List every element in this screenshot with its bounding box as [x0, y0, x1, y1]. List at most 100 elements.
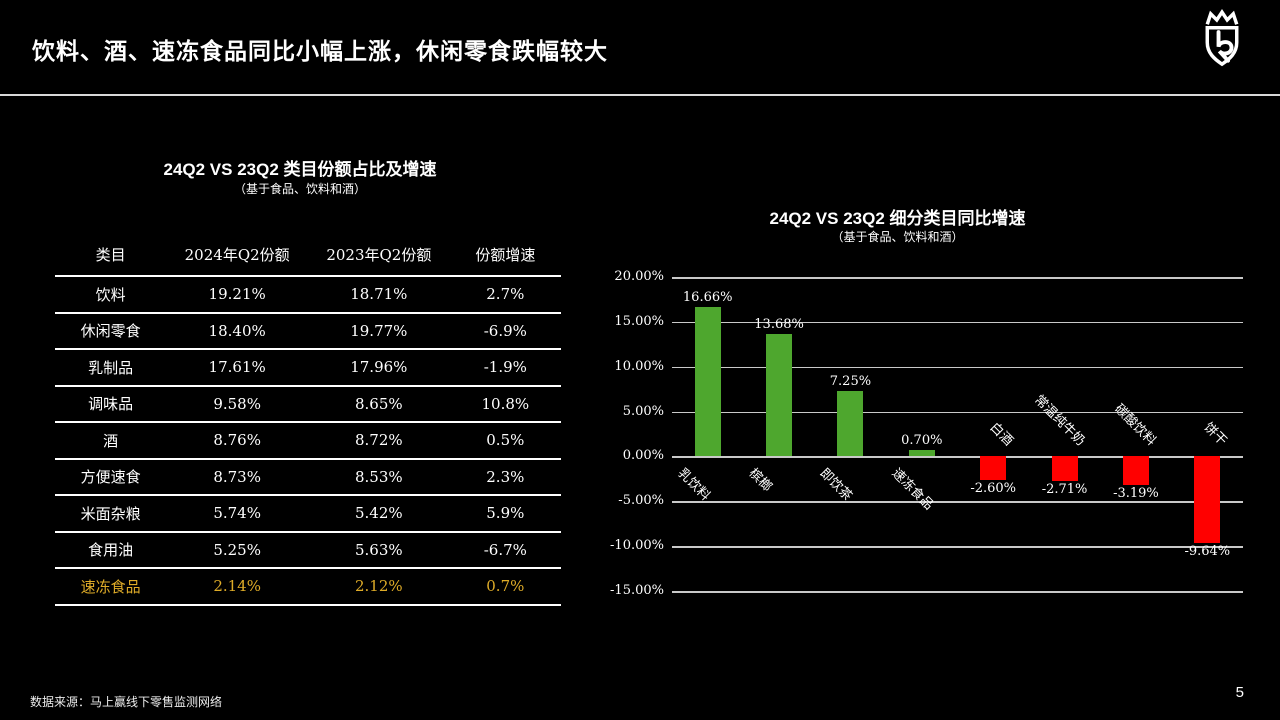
category-label: 槟榔 [745, 466, 775, 496]
bar-槟榔 [766, 333, 793, 457]
category-label: 常温纯牛奶 [1030, 392, 1088, 450]
header-divider [0, 94, 1280, 96]
table-subtitle: （基于食品、饮料和酒） [233, 182, 366, 196]
table-cell: 8.73% [166, 458, 308, 496]
gridline [672, 277, 1243, 279]
table-cell: -1.9% [449, 349, 561, 387]
bar-白酒 [980, 456, 1007, 480]
table-cell: 8.65% [307, 385, 450, 423]
chart-title: 24Q2 VS 23Q2 细分类目同比增速 [769, 209, 1026, 228]
table-cell: 酒 [55, 422, 167, 460]
table-cell: 10.8% [449, 385, 561, 423]
table-cell: 5.9% [449, 495, 561, 533]
gridline [672, 366, 1243, 369]
table-cell: 5.42% [307, 495, 450, 533]
table-cell: 乳制品 [55, 349, 167, 387]
table-cell: 米面杂粮 [55, 495, 167, 533]
table-cell: 8.72% [307, 422, 450, 460]
table-cell: 0.7% [449, 568, 561, 606]
bar-value-label: 13.68% [754, 316, 804, 332]
table-row: 方便速食 8.73% 8.53% 2.3% [55, 458, 561, 496]
table-row: 休闲零食 18.40% 19.77% -6.9% [55, 312, 561, 350]
chart-plot: 16.66% 乳饮料 13.68% 槟榔 7.25% 即饮茶 0.70% 速冻食品 -2.60%… [672, 277, 1243, 593]
table-column-header: 2023年Q2份额 [307, 234, 450, 277]
table-cell: 调味品 [55, 385, 167, 423]
chart-subtitle: （基于食品、饮料和酒） [831, 230, 964, 244]
table-cell: 5.63% [307, 531, 450, 569]
table-title: 24Q2 VS 23Q2 类目份额占比及增速 [163, 160, 437, 179]
gridline [672, 546, 1243, 548]
slide-title: 饮料、酒、速冻食品同比小幅上涨，休闲零食跌幅较大 [32, 38, 608, 64]
table-cell: 2.7% [449, 276, 561, 314]
y-axis-tick-label: -15.00% [610, 583, 664, 598]
crown-shield-logo-icon [1205, 9, 1239, 67]
table-cell: 5.25% [166, 531, 308, 569]
category-label: 乳饮料 [674, 466, 713, 505]
bar-value-label: -2.60% [970, 480, 1017, 496]
gridline [672, 591, 1243, 593]
gridline [672, 321, 1243, 324]
y-axis-tick-label: 10.00% [614, 358, 664, 374]
table-row: 食用油 5.25% 5.63% -6.7% [55, 531, 561, 569]
table-cell: 2.12% [307, 568, 450, 606]
category-label: 速冻食品 [888, 466, 936, 514]
bar-即饮茶 [837, 391, 864, 457]
y-axis-tick-label: -5.00% [618, 493, 664, 509]
category-table-head-row: 类目 2024年Q2份额 2023年Q2份额 份额增速 [55, 234, 561, 277]
table-cell: 8.53% [307, 458, 450, 496]
bar-value-label: -3.19% [1113, 486, 1159, 502]
table-column-header: 类目 [55, 234, 167, 277]
bar-value-label: -2.71% [1041, 481, 1088, 497]
table-column-header: 2024年Q2份额 [166, 234, 308, 277]
table-row: 乳制品 17.61% 17.96% -1.9% [55, 349, 561, 387]
y-axis-tick-label: 20.00% [614, 269, 664, 284]
bar-乳饮料 [694, 306, 721, 457]
table-row: 酒 8.76% 8.72% 0.5% [55, 422, 561, 460]
bar-常温纯牛奶 [1051, 456, 1078, 481]
table-cell: 18.71% [307, 276, 450, 314]
bar-value-label: 16.66% [682, 289, 733, 305]
table-cell: 8.76% [166, 422, 308, 460]
table-row: 饮料 19.21% 18.71% 2.7% [55, 276, 561, 314]
table-row: 速冻食品 2.14% 2.12% 0.7% [55, 568, 561, 606]
table-row: 米面杂粮 5.74% 5.42% 5.9% [55, 495, 561, 533]
table-cell: 17.61% [166, 349, 308, 387]
table-cell: 17.96% [307, 349, 450, 387]
y-axis-tick-label: 5.00% [622, 403, 664, 419]
table-cell: -6.7% [449, 531, 561, 569]
category-share-table: 类目 2024年Q2份额 2023年Q2份额 份额增速 饮料 19.21% 18.71% 2… [55, 234, 561, 606]
table-cell: 饮料 [55, 276, 167, 314]
gridline [672, 501, 1243, 503]
table-cell: 2.3% [449, 458, 561, 496]
y-axis-tick-label: 15.00% [614, 313, 664, 329]
bar-饼干 [1194, 456, 1221, 543]
category-label: 白酒 [986, 420, 1016, 450]
bar-碳酸饮料 [1122, 456, 1149, 486]
category-label: 碳酸饮料 [1111, 402, 1159, 450]
table-cell: 19.77% [307, 312, 450, 350]
table-cell: 0.5% [449, 422, 561, 460]
table-cell: 9.58% [166, 385, 308, 423]
table-cell: 19.21% [166, 276, 308, 314]
category-label: 饼干 [1200, 420, 1230, 450]
bar-value-label: 0.70% [901, 433, 943, 449]
table-row: 调味品 9.58% 8.65% 10.8% [55, 385, 561, 423]
table-cell: 方便速食 [55, 458, 167, 496]
table-cell: 2.14% [166, 568, 308, 606]
table-cell: -6.9% [449, 312, 561, 350]
table-column-header: 份额增速 [449, 234, 561, 277]
data-source-note: 数据来源：马上赢线下零售监测网络 [30, 695, 223, 709]
bar-速冻食品 [908, 450, 935, 457]
bar-value-label: 7.25% [829, 374, 872, 390]
gridline [672, 411, 1243, 414]
gridline [672, 456, 1243, 458]
y-axis-tick-label: 0.00% [622, 448, 664, 464]
table-cell: 食用油 [55, 531, 167, 569]
table-cell: 速冻食品 [55, 568, 167, 606]
table-cell: 休闲零食 [55, 312, 167, 350]
y-axis-tick-label: -10.00% [610, 538, 664, 554]
table-cell: 18.40% [166, 312, 308, 350]
table-cell: 5.74% [166, 495, 308, 533]
chart-y-axis: 20.00% 15.00% 10.00% 5.00% 0.00% -5.00% -10.00… [596, 269, 664, 598]
